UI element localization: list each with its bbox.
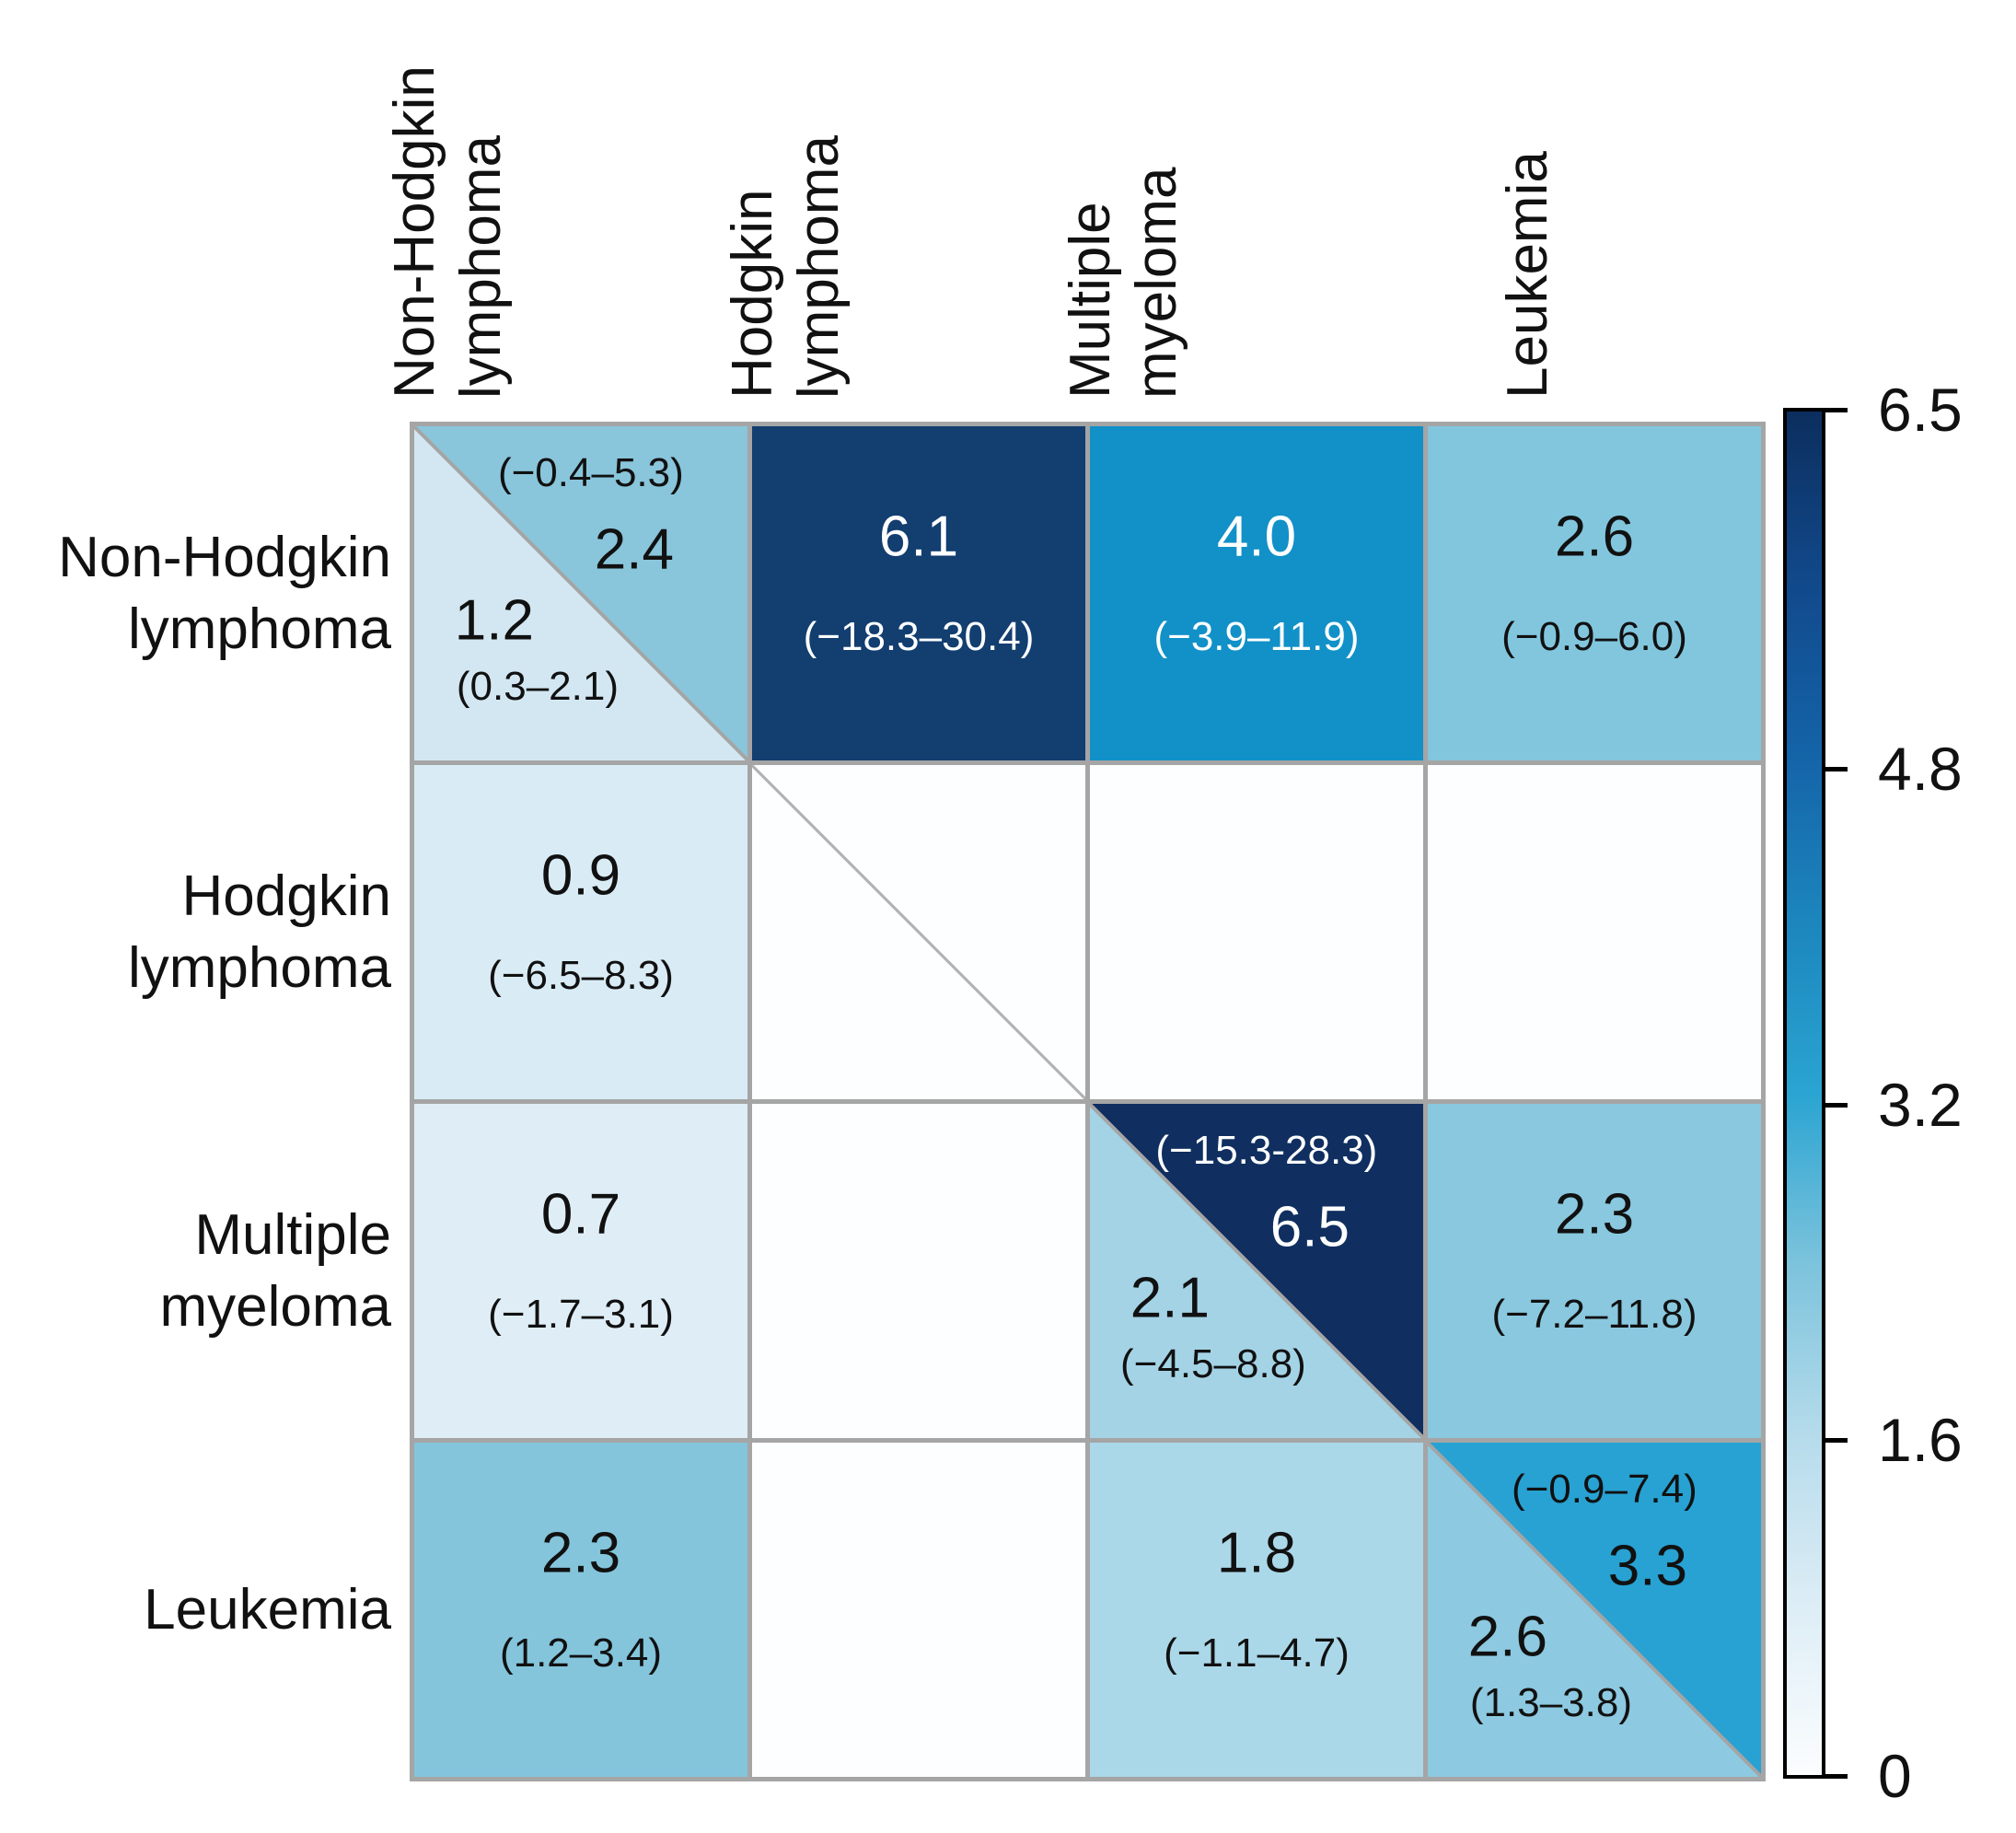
cell-ci: (−0.9–6.0) [1501,613,1687,659]
cell-ci: (1.2–3.4) [499,1630,663,1676]
heatmap-cell-r0c3: 2.6 (−0.9–6.0) [1428,426,1761,760]
cell-value: 2.3 [1554,1182,1635,1247]
colorbar-tick-label: 6.5 [1878,376,1963,444]
cell-value: 4.0 [1216,505,1297,569]
cell-value: 2.6 [1554,505,1635,569]
row-label-0: Non-Hodgkin lymphoma [58,525,391,661]
heatmap-cell-r3c3: (−0.9–7.4) 3.3 2.6 (1.3–3.8) [1428,1443,1761,1777]
cell-value: 2.6 [1467,1605,1547,1669]
cell-value: 2.1 [1130,1266,1210,1330]
colorbar-tick-label: 0 [1878,1742,1912,1810]
colorbar-tick-6.5 [1825,408,1848,412]
cell-value: 6.5 [1269,1195,1350,1259]
cell-value: 1.2 [454,588,534,653]
col-label-3: Leukemia [1496,151,1559,399]
cell-ci: (−18.3–30.4) [803,613,1035,659]
cell-ci: (0.3–2.1) [456,664,619,710]
colorbar [1783,408,1825,1779]
col-label-0: Non-Hodgkin lymphoma [383,65,513,399]
cell-ci: (−0.4–5.3) [497,449,684,495]
heatmap-cell-r1c0: 0.9 (−6.5–8.3) [414,765,747,1099]
cell-value: 6.1 [878,505,959,569]
heatmap-grid: (−0.4–5.3) 2.4 1.2 (0.3–2.1) 6.1 (−18.3–30.4)… [410,422,1766,1781]
cell-ci: (1.3–3.8) [1469,1680,1632,1726]
cell-ci: (−3.9–11.9) [1153,613,1360,659]
heatmap-cell-r2c0: 0.7 (−1.7–3.1) [414,1104,747,1438]
colorbar-tick-label: 3.2 [1878,1071,1963,1140]
heatmap-cell-r3c2: 1.8 (−1.1–4.7) [1090,1443,1423,1777]
cell-value: 1.8 [1216,1521,1297,1585]
cell-ci: (−15.3-28.3) [1155,1127,1378,1173]
colorbar-tick-label: 4.8 [1878,735,1963,804]
cell-value: 2.4 [594,517,675,582]
row-label-1: Hodgkin lymphoma [128,864,391,1000]
colorbar-tick-4.8 [1825,767,1848,772]
col-label-1: Hodgkin lymphoma [721,135,851,399]
heatmap-cell-r3c1 [752,1443,1085,1777]
cell-value: 3.3 [1607,1534,1688,1598]
heatmap-cell-r1c3 [1428,765,1761,1099]
cell-ci: (−7.2–11.8) [1491,1291,1697,1337]
colorbar-tick-1.6 [1825,1437,1848,1443]
heatmap-cell-r3c0: 2.3 (1.2–3.4) [414,1443,747,1777]
cell-value: 2.3 [540,1521,621,1585]
heatmap-cell-r0c2: 4.0 (−3.9–11.9) [1090,426,1423,760]
row-label-3: Leukemia [144,1577,391,1642]
cell-ci: (−1.1–4.7) [1164,1630,1350,1676]
cell-value: 0.7 [540,1182,621,1247]
colorbar-tick-0 [1825,1774,1848,1779]
cell-value: 0.9 [540,843,621,908]
cell-ci: (−4.5–8.8) [1120,1341,1306,1387]
heatmap-cell-r1c2 [1090,765,1423,1099]
row-label-2: Multiple myeloma [159,1202,391,1339]
heatmap-cell-r1c1 [752,765,1085,1099]
heatmap-cell-r2c2: (−15.3-28.3) 6.5 2.1 (−4.5–8.8) [1090,1104,1423,1438]
heatmap-cell-r0c0: (−0.4–5.3) 2.4 1.2 (0.3–2.1) [414,426,747,760]
cell-ci: (−6.5–8.3) [488,952,674,998]
heatmap-cell-r2c3: 2.3 (−7.2–11.8) [1428,1104,1761,1438]
colorbar-tick-label: 1.6 [1878,1405,1963,1474]
colorbar-tick-3.2 [1825,1103,1848,1108]
col-label-2: Multiple myeloma [1059,167,1188,399]
cell-ci: (−1.7–3.1) [488,1291,674,1337]
heatmap-cell-r2c1 [752,1104,1085,1438]
heatmap-cell-r0c1: 6.1 (−18.3–30.4) [752,426,1085,760]
cell-ci: (−0.9–7.4) [1511,1466,1697,1512]
